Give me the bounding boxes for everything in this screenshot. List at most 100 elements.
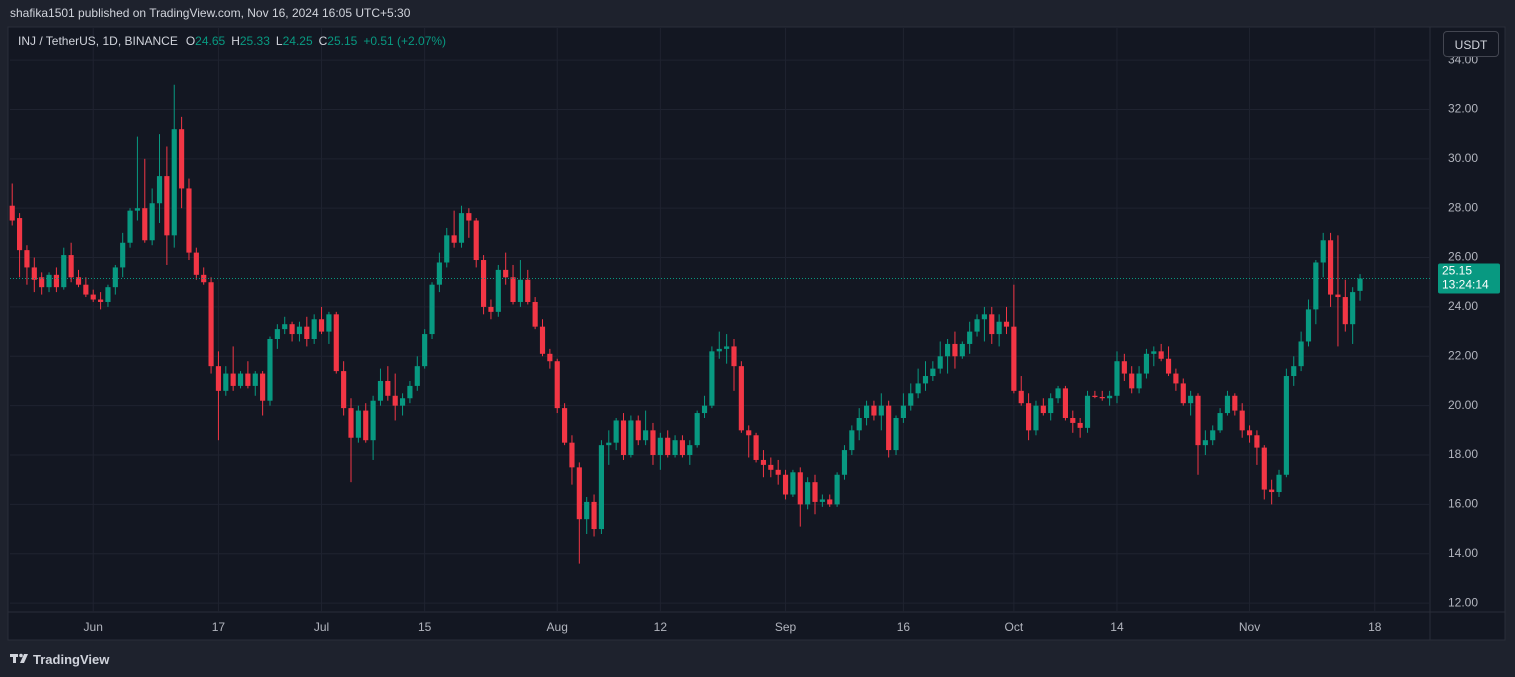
- y-tick-label: 22.00: [1448, 348, 1478, 362]
- candle-body: [318, 319, 325, 332]
- candle-body: [83, 284, 89, 295]
- candle-body: [819, 499, 825, 502]
- candles: [9, 84, 1363, 564]
- candle-body: [886, 405, 892, 451]
- candle-body: [201, 274, 207, 283]
- candle-body: [333, 314, 339, 372]
- candle-body: [628, 420, 634, 456]
- candle-body: [797, 472, 803, 505]
- last-price-label: 25.15: [1442, 264, 1472, 278]
- candle-body: [790, 472, 796, 495]
- candle-body: [525, 279, 531, 302]
- candle-body: [1114, 361, 1120, 396]
- symbol-legend: INJ / TetherUS, 1D, BINANCE O 24.65 H 25.3…: [18, 34, 452, 48]
- candle-body: [989, 314, 995, 335]
- candle-body: [569, 442, 575, 468]
- candle-body: [1342, 297, 1348, 325]
- candle-body: [959, 343, 965, 357]
- candle-body: [1070, 417, 1076, 423]
- y-tick-label: 12.00: [1448, 595, 1478, 609]
- candle-body: [716, 348, 722, 352]
- candle-body: [760, 459, 767, 465]
- candle-body: [260, 373, 266, 401]
- candle-body: [967, 331, 973, 344]
- candle-body: [672, 440, 678, 456]
- y-tick-label: 28.00: [1448, 200, 1478, 214]
- candle-body: [407, 385, 413, 399]
- legend-change: +0.51 (+2.07%): [363, 34, 447, 48]
- legend-label: C: [318, 34, 328, 48]
- candle-body: [1040, 405, 1046, 414]
- logo-part: [19, 653, 23, 658]
- currency-button[interactable]: USDT: [1443, 31, 1499, 57]
- candle-body: [1121, 361, 1127, 374]
- candle-body: [134, 208, 140, 211]
- x-tick-label: 14: [1110, 620, 1124, 634]
- candle-body: [326, 314, 332, 332]
- candle-body: [945, 343, 951, 357]
- candle-body: [856, 417, 862, 431]
- candle-body: [1298, 341, 1304, 367]
- candle-body: [414, 366, 420, 386]
- candle-body: [473, 220, 479, 261]
- candle-body: [1254, 435, 1260, 448]
- x-tick-label: 15: [418, 620, 432, 634]
- candle-body: [282, 324, 288, 330]
- candle-body: [156, 176, 163, 204]
- candle-body: [738, 366, 744, 431]
- candle-body: [466, 213, 472, 221]
- candle-body: [355, 410, 361, 438]
- candle-body: [650, 430, 656, 456]
- candle-body: [1129, 373, 1135, 389]
- grid: [10, 28, 1430, 612]
- candle-body: [1188, 395, 1194, 404]
- y-tick-label: 26.00: [1448, 250, 1478, 264]
- candle-body: [488, 306, 494, 312]
- candle-body: [1195, 395, 1201, 446]
- candle-body: [613, 420, 619, 443]
- candle-body: [179, 129, 185, 189]
- candle-body: [922, 376, 929, 384]
- x-tick-label: Jul: [314, 620, 329, 634]
- candle-body: [900, 405, 906, 418]
- candle-body: [539, 326, 546, 354]
- candle-body: [827, 499, 833, 505]
- candle-body: [377, 380, 384, 401]
- candle-body: [267, 339, 273, 401]
- candle-body: [1283, 376, 1289, 475]
- candle-body: [1202, 440, 1208, 446]
- candle-body: [1350, 292, 1356, 325]
- candle-body: [665, 437, 671, 456]
- candle-body: [252, 373, 258, 386]
- candle-body: [643, 430, 649, 441]
- candle-body: [451, 235, 457, 243]
- logo-part: [20, 654, 28, 663]
- candle-body: [1055, 388, 1061, 399]
- x-tick-label: Aug: [547, 620, 568, 634]
- y-tick-label: 14.00: [1448, 546, 1478, 560]
- x-tick-label: 12: [654, 620, 668, 634]
- candle-body: [996, 321, 1002, 335]
- legend-label: O: [185, 34, 196, 48]
- candle-body: [24, 250, 30, 268]
- candle-body: [142, 208, 148, 241]
- candle-body: [171, 129, 177, 236]
- candle-body: [208, 282, 214, 367]
- candle-body: [230, 373, 236, 386]
- candle-body: [606, 442, 612, 446]
- candle-body: [392, 395, 398, 406]
- candle-body: [834, 474, 840, 505]
- candle-body: [363, 410, 369, 441]
- x-tick-label: Oct: [1005, 620, 1024, 634]
- candle-body: [849, 430, 855, 451]
- candle-body: [149, 203, 155, 241]
- candle-body: [289, 324, 295, 335]
- candle-body: [584, 501, 590, 520]
- axes: 12.00 14.00 16.00 18.00 20.00 22.00 24.00 26.00…: [10, 52, 1500, 634]
- candle-body: [1151, 351, 1157, 354]
- publish-header: shafika1501 published on TradingView.com…: [10, 6, 411, 20]
- candle-body: [429, 284, 435, 335]
- candle-body: [385, 380, 391, 396]
- candle-body: [1320, 240, 1326, 263]
